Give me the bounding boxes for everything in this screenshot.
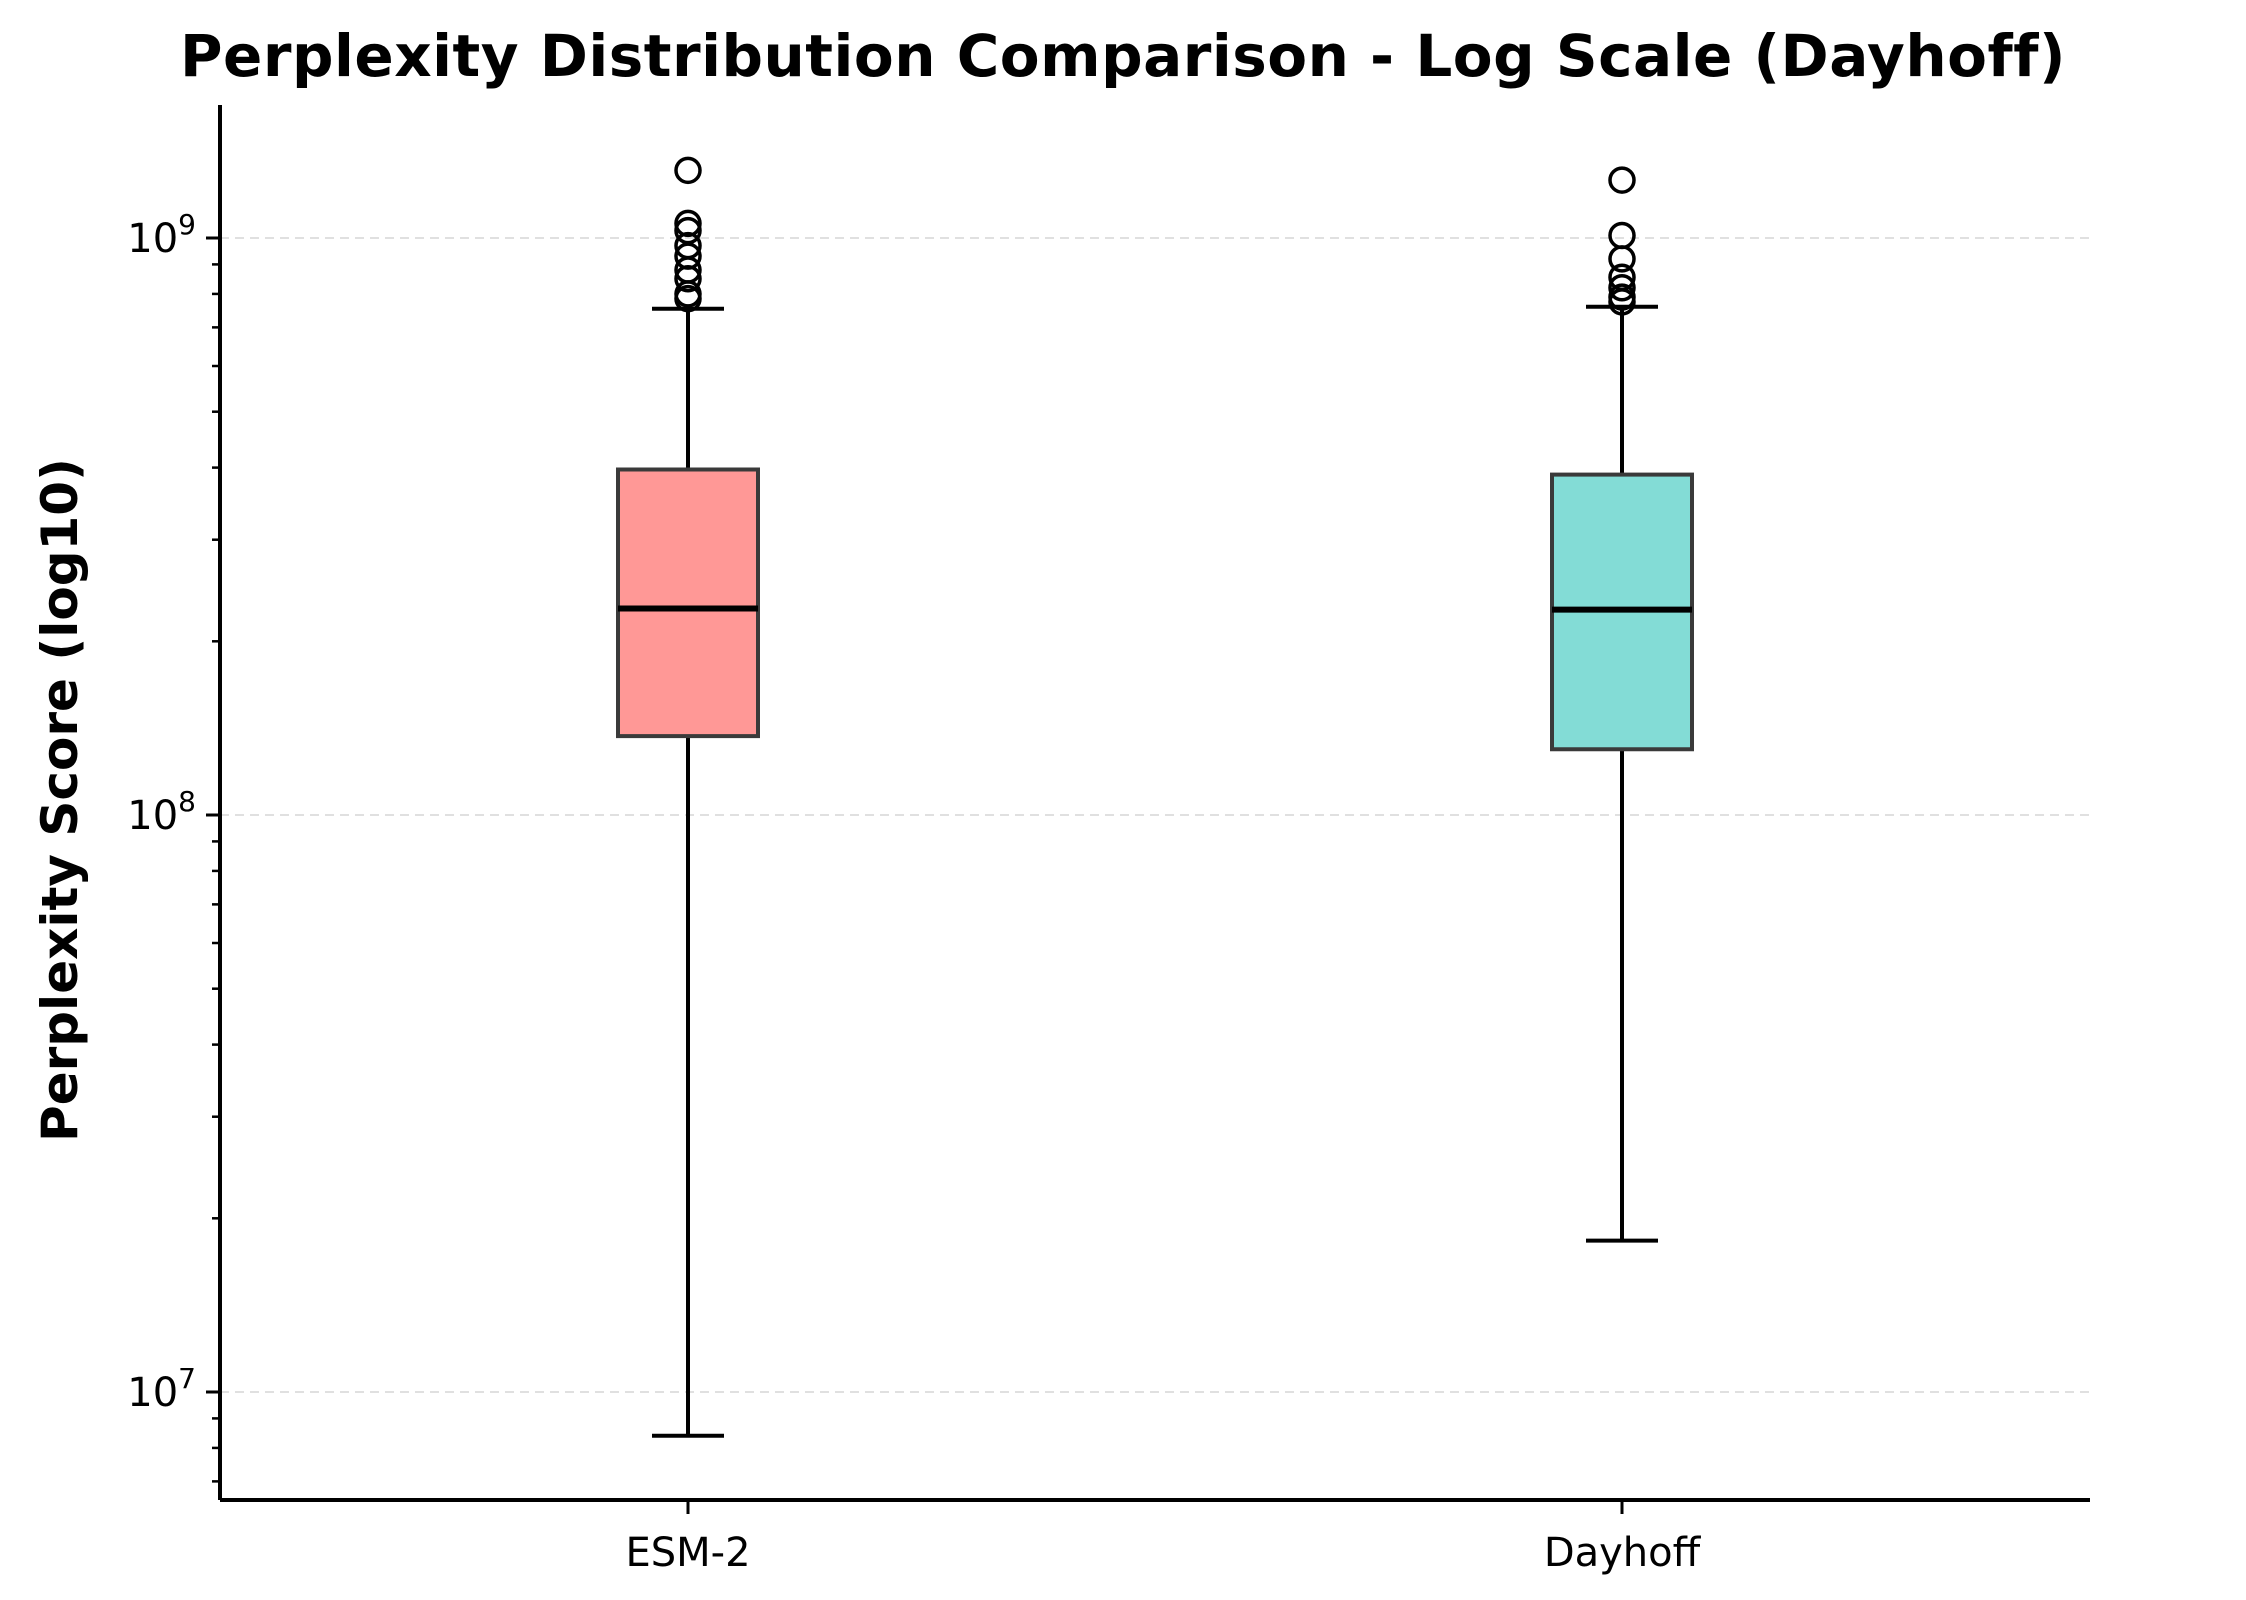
outlier-point — [674, 264, 702, 293]
outlier-point — [1608, 245, 1636, 273]
axes: 107 108 109 ESM-2 Dayhoff — [127, 105, 2090, 1576]
iqr-box — [616, 467, 760, 739]
box-esm-2 — [616, 156, 760, 1438]
outlier-point — [1608, 166, 1636, 194]
chart-title: Perplexity Distribution Comparison - Log… — [180, 22, 2066, 90]
outlier-point — [1608, 221, 1636, 250]
outlier-point — [674, 209, 702, 238]
box-plots — [616, 156, 1694, 1438]
y-tick-label: 107 — [127, 1362, 196, 1416]
box-dayhoff — [1550, 166, 1694, 1243]
y-tick-label: 109 — [127, 208, 196, 262]
x-tick-label: ESM-2 — [625, 1530, 750, 1576]
y-tick-label: 108 — [127, 785, 196, 839]
x-tick-label: Dayhoff — [1544, 1530, 1702, 1576]
outlier-point — [674, 284, 702, 313]
outlier-point — [674, 156, 702, 185]
grid-lines — [220, 237, 2090, 1393]
outlier-point — [1608, 273, 1636, 302]
outlier-point — [1608, 288, 1636, 316]
